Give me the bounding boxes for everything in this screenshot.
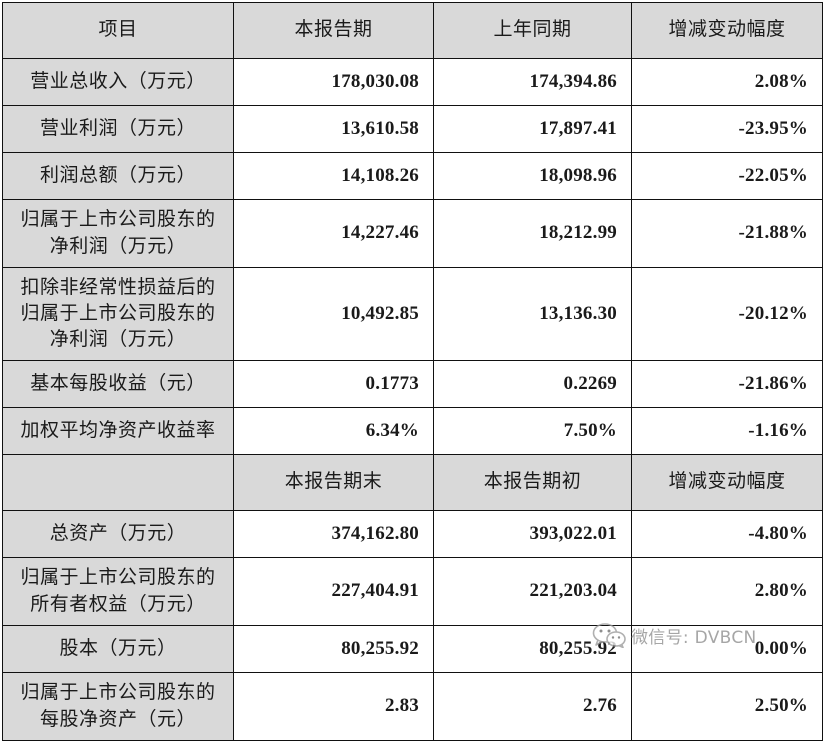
row-value-change: -4.80%	[631, 510, 823, 558]
table-row: 基本每股收益（元） 0.1773 0.2269 -21.86%	[2, 360, 823, 408]
header-cell-period-end: 本报告期末	[233, 454, 434, 511]
row-label: 扣除非经常性损益后的 归属于上市公司股东的 净利润（万元）	[2, 267, 234, 361]
table-row: 营业利润（万元） 13,610.58 17,897.41 -23.95%	[2, 105, 823, 153]
table-row: 利润总额（万元） 14,108.26 18,098.96 -22.05%	[2, 152, 823, 200]
row-value-current: 80,255.92	[233, 625, 434, 673]
table-row: 总资产（万元） 374,162.80 393,022.01 -4.80%	[2, 510, 823, 558]
row-value-current: 6.34%	[233, 407, 434, 455]
table-header-row-balance: 本报告期末 本报告期初 增减变动幅度	[2, 454, 823, 511]
row-label: 营业利润（万元）	[2, 105, 234, 153]
table-row: 加权平均净资产收益率 6.34% 7.50% -1.16%	[2, 407, 823, 455]
row-value-current: 227,404.91	[233, 557, 434, 626]
row-label: 总资产（万元）	[2, 510, 234, 558]
row-value-change: 0.00%	[631, 625, 823, 673]
row-value-previous: 18,098.96	[433, 152, 632, 200]
table-row: 归属于上市公司股东的 所有者权益（万元） 227,404.91 221,203.0…	[2, 557, 823, 626]
row-value-current: 10,492.85	[233, 267, 434, 361]
table-row: 营业总收入（万元） 178,030.08 174,394.86 2.08%	[2, 58, 823, 106]
row-label: 归属于上市公司股东的 净利润（万元）	[2, 199, 234, 268]
row-value-previous: 7.50%	[433, 407, 632, 455]
row-value-change: 2.08%	[631, 58, 823, 106]
row-value-previous: 80,255.92	[433, 625, 632, 673]
row-value-current: 14,108.26	[233, 152, 434, 200]
row-value-change: -1.16%	[631, 407, 823, 455]
row-label: 加权平均净资产收益率	[2, 407, 234, 455]
row-value-current: 14,227.46	[233, 199, 434, 268]
header-cell-change: 增减变动幅度	[631, 2, 823, 59]
row-value-previous: 17,897.41	[433, 105, 632, 153]
row-value-current: 13,610.58	[233, 105, 434, 153]
row-value-previous: 174,394.86	[433, 58, 632, 106]
row-value-change: 2.80%	[631, 557, 823, 626]
row-label: 利润总额（万元）	[2, 152, 234, 200]
row-value-change: -22.05%	[631, 152, 823, 200]
row-label: 归属于上市公司股东的 所有者权益（万元）	[2, 557, 234, 626]
header-cell-item-balance	[2, 454, 234, 511]
row-value-current: 0.1773	[233, 360, 434, 408]
row-label: 基本每股收益（元）	[2, 360, 234, 408]
row-label: 股本（万元）	[2, 625, 234, 673]
row-value-current: 374,162.80	[233, 510, 434, 558]
header-cell-current-period: 本报告期	[233, 2, 434, 59]
table-row: 股本（万元） 80,255.92 80,255.92 0.00%	[2, 625, 823, 673]
row-value-change: -20.12%	[631, 267, 823, 361]
row-value-previous: 0.2269	[433, 360, 632, 408]
row-value-change: -23.95%	[631, 105, 823, 153]
row-value-previous: 221,203.04	[433, 557, 632, 626]
table-row: 扣除非经常性损益后的 归属于上市公司股东的 净利润（万元） 10,492.85 13…	[2, 267, 823, 361]
table-header-row-period: 项目 本报告期 上年同期 增减变动幅度	[2, 2, 823, 59]
header-cell-change-balance: 增减变动幅度	[631, 454, 823, 511]
row-value-previous: 13,136.30	[433, 267, 632, 361]
header-cell-period-begin: 本报告期初	[433, 454, 632, 511]
row-value-previous: 18,212.99	[433, 199, 632, 268]
table-row: 归属于上市公司股东的 净利润（万元） 14,227.46 18,212.99 -2…	[2, 199, 823, 268]
header-cell-item: 项目	[2, 2, 234, 59]
row-value-previous: 393,022.01	[433, 510, 632, 558]
row-value-change: -21.86%	[631, 360, 823, 408]
header-cell-previous-period: 上年同期	[433, 2, 632, 59]
row-value-current: 178,030.08	[233, 58, 434, 106]
row-label: 营业总收入（万元）	[2, 58, 234, 106]
row-value-change: -21.88%	[631, 199, 823, 268]
